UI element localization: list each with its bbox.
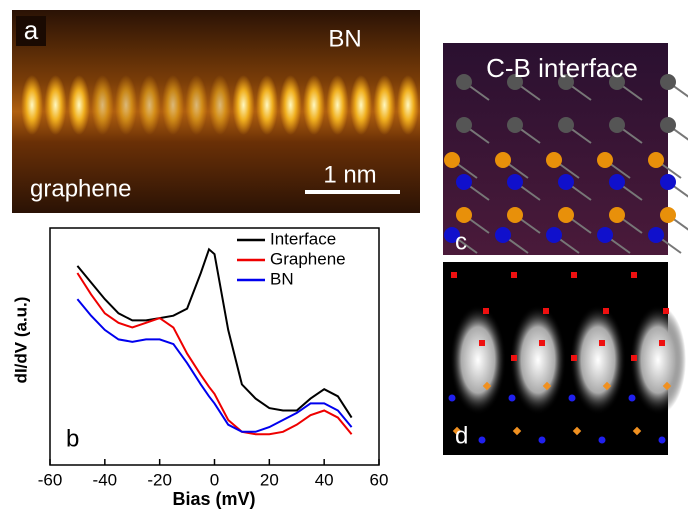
atom bbox=[660, 207, 676, 223]
c-site bbox=[479, 340, 485, 346]
atom-blob bbox=[374, 75, 396, 135]
c-site bbox=[571, 355, 577, 361]
c-site bbox=[631, 355, 637, 361]
atom bbox=[609, 174, 625, 190]
n-site bbox=[599, 437, 606, 444]
atom bbox=[495, 152, 511, 168]
x-tick-label: 60 bbox=[370, 470, 389, 489]
atom bbox=[558, 207, 574, 223]
atom-blob bbox=[186, 75, 208, 135]
legend-label: Interface bbox=[270, 229, 336, 248]
atom-blob bbox=[162, 75, 184, 135]
chart: b Bias (mV) dI/dV (a.u.) -60 -40 -20 0 20 40 6… bbox=[11, 228, 388, 509]
atom-blob bbox=[303, 75, 325, 135]
panel-d bbox=[443, 262, 688, 455]
ldos-blob bbox=[630, 305, 686, 415]
c-site bbox=[659, 340, 665, 346]
atom bbox=[660, 74, 676, 90]
atom-blob bbox=[233, 75, 255, 135]
figure: a BN graphene 1 nm C-B interface c d b Bias… bbox=[0, 0, 688, 512]
atom bbox=[444, 152, 460, 168]
n-site bbox=[479, 437, 486, 444]
x-tick-label: -40 bbox=[93, 470, 118, 489]
ldos-blob bbox=[450, 305, 506, 415]
c-site bbox=[543, 308, 549, 314]
x-tick-label: -20 bbox=[147, 470, 172, 489]
atom bbox=[546, 152, 562, 168]
atom bbox=[558, 117, 574, 133]
panel-label: c bbox=[455, 228, 467, 255]
atom-blob bbox=[21, 75, 43, 135]
n-site bbox=[569, 395, 576, 402]
panel-label: d bbox=[455, 422, 468, 449]
atom bbox=[660, 174, 676, 190]
atom-blob bbox=[350, 75, 372, 135]
atom bbox=[456, 207, 472, 223]
atom bbox=[507, 117, 523, 133]
atom-blob bbox=[209, 75, 231, 135]
atom-blob bbox=[92, 75, 114, 135]
x-tick-label: -60 bbox=[38, 470, 63, 489]
atom bbox=[660, 117, 676, 133]
c-site bbox=[483, 308, 489, 314]
x-tick-label: 0 bbox=[210, 470, 219, 489]
atom bbox=[507, 207, 523, 223]
material-label: graphene bbox=[30, 175, 131, 202]
material-label: BN bbox=[328, 25, 361, 52]
atom bbox=[648, 152, 664, 168]
n-site bbox=[629, 395, 636, 402]
c-site bbox=[631, 272, 637, 278]
c-site bbox=[663, 308, 669, 314]
atom-blob bbox=[327, 75, 349, 135]
n-site bbox=[659, 437, 666, 444]
atom bbox=[558, 174, 574, 190]
atom bbox=[546, 227, 562, 243]
panel-label: b bbox=[66, 425, 79, 452]
atom bbox=[456, 117, 472, 133]
c-site bbox=[599, 340, 605, 346]
atom-blob bbox=[256, 75, 278, 135]
x-tick-label: 20 bbox=[260, 470, 279, 489]
atom bbox=[648, 227, 664, 243]
n-site bbox=[449, 395, 456, 402]
atom bbox=[609, 117, 625, 133]
scale-bar-label: 1 nm bbox=[323, 161, 376, 188]
atom bbox=[609, 207, 625, 223]
panel-label: a bbox=[24, 15, 39, 45]
series-line bbox=[77, 273, 351, 434]
legend-label: Graphene bbox=[270, 249, 346, 268]
ldos-blob bbox=[570, 305, 626, 415]
atom bbox=[597, 152, 613, 168]
x-tick-label: 40 bbox=[315, 470, 334, 489]
atom-blob bbox=[397, 75, 419, 135]
atom-blob bbox=[68, 75, 90, 135]
atom bbox=[507, 174, 523, 190]
ldos-blob bbox=[510, 305, 566, 415]
panel-title: C-B interface bbox=[486, 53, 638, 83]
c-site bbox=[571, 272, 577, 278]
atom bbox=[597, 227, 613, 243]
atom bbox=[456, 74, 472, 90]
legend-label: BN bbox=[270, 269, 294, 288]
atom bbox=[495, 227, 511, 243]
c-site bbox=[511, 272, 517, 278]
x-axis-label: Bias (mV) bbox=[172, 489, 255, 509]
c-site bbox=[603, 308, 609, 314]
c-site bbox=[539, 340, 545, 346]
panel-a: a BN graphene 1 nm bbox=[12, 10, 420, 213]
atom bbox=[456, 174, 472, 190]
atom-blob bbox=[115, 75, 137, 135]
c-site bbox=[511, 355, 517, 361]
y-axis-label: dI/dV (a.u.) bbox=[11, 297, 30, 384]
atom-blob bbox=[139, 75, 161, 135]
series-line bbox=[77, 299, 351, 432]
n-site bbox=[539, 437, 546, 444]
n-site bbox=[509, 395, 516, 402]
atom-blob bbox=[280, 75, 302, 135]
c-site bbox=[451, 272, 457, 278]
atom-blob bbox=[45, 75, 67, 135]
